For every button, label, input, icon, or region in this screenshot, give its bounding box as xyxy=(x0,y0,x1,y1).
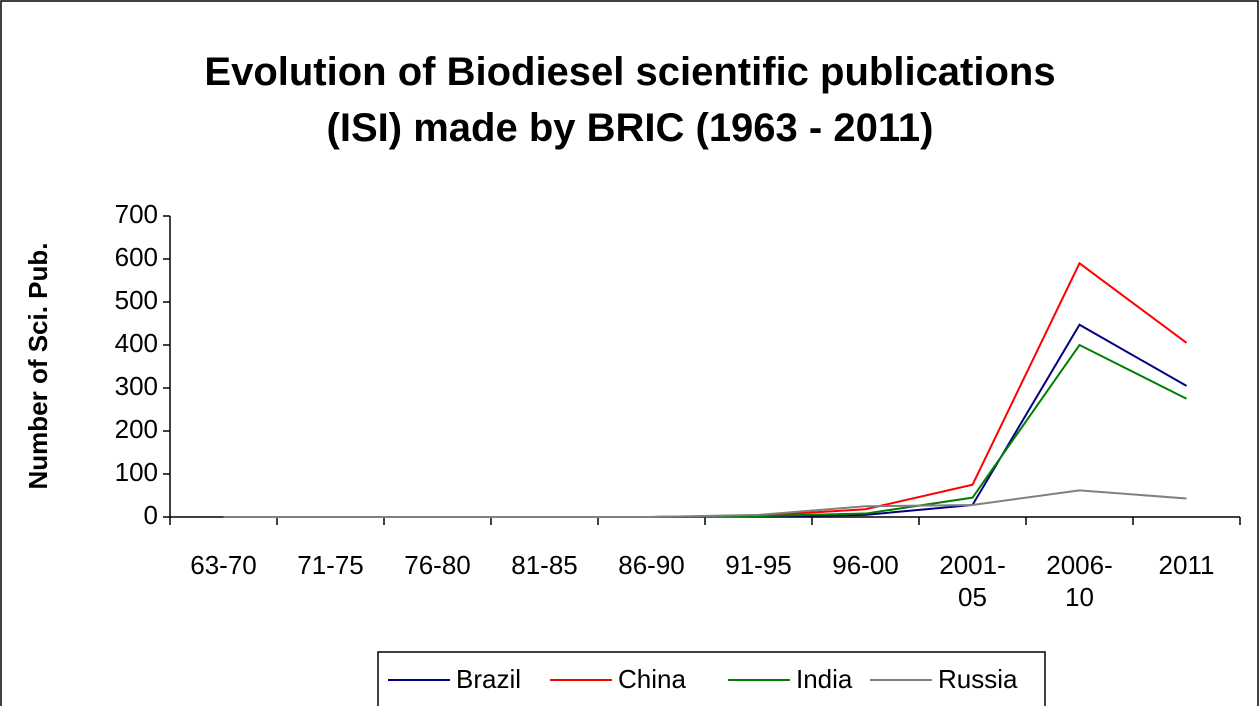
x-tick-label: 76-80 xyxy=(404,550,471,580)
y-tick-label: 100 xyxy=(115,457,158,487)
x-tick-label: 2001-05 xyxy=(939,550,1006,612)
y-tick-label: 500 xyxy=(115,285,158,315)
x-tick-label: 81-85 xyxy=(511,550,578,580)
y-tick-label: 0 xyxy=(144,500,158,530)
y-tick-label: 200 xyxy=(115,414,158,444)
legend-box xyxy=(377,651,1046,706)
series-line xyxy=(223,261,1188,518)
chart-title: Evolution of Biodiesel scientific public… xyxy=(204,50,1056,150)
legend-label: Russia xyxy=(938,664,1018,694)
legend-label: Brazil xyxy=(456,664,521,694)
x-tick-label: 71-75 xyxy=(297,550,364,580)
legend-label: China xyxy=(618,664,686,694)
y-axis-label: Number of Sci. Pub. xyxy=(23,242,53,489)
series-line xyxy=(223,343,1187,518)
series-line xyxy=(223,489,1187,518)
y-tick-label: 400 xyxy=(115,328,158,358)
x-tick-label: 96-00 xyxy=(832,550,899,580)
x-tick-label: 2011 xyxy=(1158,550,1215,580)
y-tick-label: 600 xyxy=(115,242,158,272)
x-tick-label: 63-70 xyxy=(190,550,257,580)
x-tick-label: 2006-10 xyxy=(1046,550,1113,612)
legend-label: India xyxy=(796,664,853,694)
x-tick-label: 86-90 xyxy=(618,550,685,580)
x-tick-label: 91-95 xyxy=(725,550,792,580)
y-tick-label: 300 xyxy=(115,371,158,401)
series-line xyxy=(223,323,1187,518)
y-tick-label: 700 xyxy=(115,199,158,229)
